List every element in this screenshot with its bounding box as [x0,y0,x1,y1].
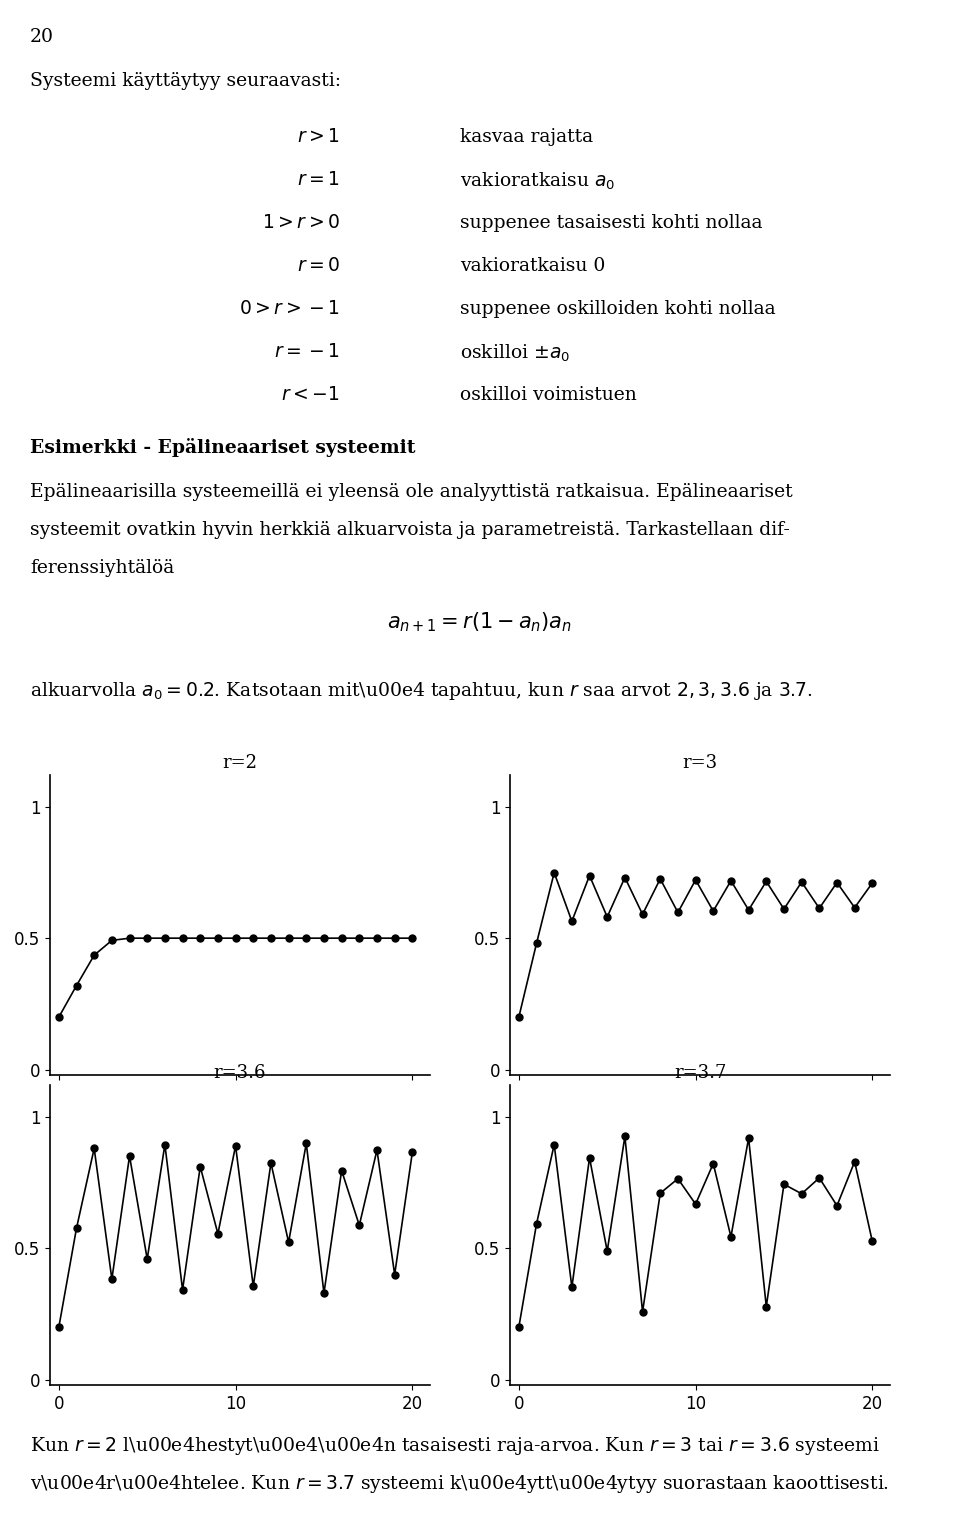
Title: r=3.6: r=3.6 [214,1065,266,1082]
Text: suppenee tasaisesti kohti nollaa: suppenee tasaisesti kohti nollaa [460,214,762,231]
Text: $r = -1$: $r = -1$ [275,343,340,362]
Text: oskilloi $\pm a_0$: oskilloi $\pm a_0$ [460,343,570,365]
Text: alkuarvolla $a_0 = 0.2$. Katsotaan mit\u00e4 tapahtuu, kun $r$ saa arvot $2, 3, : alkuarvolla $a_0 = 0.2$. Katsotaan mit\u… [30,680,812,702]
Text: Systeemi käyttäytyy seuraavasti:: Systeemi käyttäytyy seuraavasti: [30,72,341,90]
Text: $r = 1$: $r = 1$ [298,172,340,188]
Title: r=3.7: r=3.7 [674,1065,726,1082]
Text: $r = 0$: $r = 0$ [297,257,340,276]
Text: Kun $r = 2$ l\u00e4hestyt\u00e4\u00e4n tasaisesti raja-arvoa. Kun $r = 3$ tai $r: Kun $r = 2$ l\u00e4hestyt\u00e4\u00e4n t… [30,1435,879,1457]
Text: Esimerkki - Epälineaariset systeemit: Esimerkki - Epälineaariset systeemit [30,438,416,457]
Text: 20: 20 [30,28,54,46]
Title: r=2: r=2 [223,754,257,772]
Text: vakioratkaisu $a_0$: vakioratkaisu $a_0$ [460,172,615,193]
Text: oskilloi voimistuen: oskilloi voimistuen [460,386,636,404]
Text: $1 > r > 0$: $1 > r > 0$ [262,214,340,231]
Text: v\u00e4r\u00e4htelee. Kun $r = 3.7$ systeemi k\u00e4ytt\u00e4ytyy suorastaan kao: v\u00e4r\u00e4htelee. Kun $r = 3.7$ syst… [30,1472,889,1495]
Text: ferenssiyhtälöä: ferenssiyhtälöä [30,559,175,578]
Text: $0 > r > -1$: $0 > r > -1$ [239,300,340,319]
Text: $r > 1$: $r > 1$ [298,129,340,146]
Text: kasvaa rajatta: kasvaa rajatta [460,129,593,146]
Text: suppenee oskilloiden kohti nollaa: suppenee oskilloiden kohti nollaa [460,300,776,319]
Title: r=3: r=3 [683,754,717,772]
Text: $a_{n+1} = r(1 - a_n)a_n$: $a_{n+1} = r(1 - a_n)a_n$ [388,610,572,634]
Text: vakioratkaisu 0: vakioratkaisu 0 [460,257,606,276]
Text: $r < -1$: $r < -1$ [281,386,340,404]
Text: systeemit ovatkin hyvin herkkiä alkuarvoista ja parametreistä. Tarkastellaan dif: systeemit ovatkin hyvin herkkiä alkuarvo… [30,521,790,539]
Text: Epälineaarisilla systeemeillä ei yleensä ole analyyttistä ratkaisua. Epälineaari: Epälineaarisilla systeemeillä ei yleensä… [30,483,793,501]
